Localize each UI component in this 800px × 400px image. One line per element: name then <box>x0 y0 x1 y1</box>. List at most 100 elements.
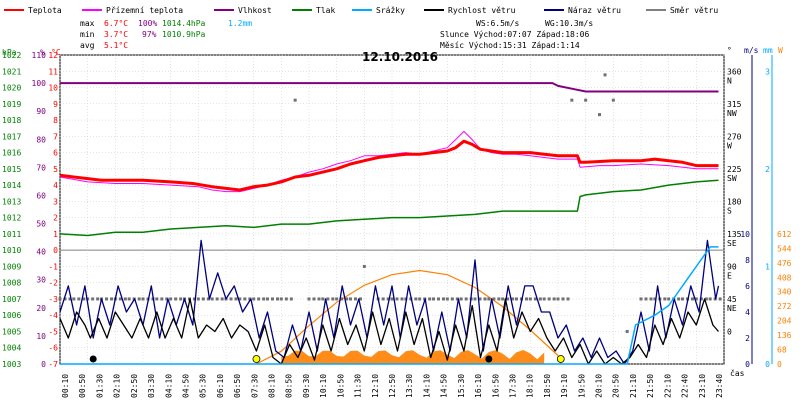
dir-point <box>414 297 418 301</box>
c-tick-label: 4 <box>53 181 58 190</box>
dir-point <box>174 297 178 301</box>
dir-point <box>525 297 528 301</box>
dir-point <box>478 297 482 301</box>
dir-point <box>72 297 76 301</box>
dir-point <box>307 297 311 301</box>
c-tick-label: 12 <box>48 51 58 60</box>
dir-point <box>437 297 440 301</box>
dir-point <box>473 297 477 301</box>
dir-point <box>362 264 366 268</box>
c-tick-label: -3 <box>48 295 58 304</box>
axis-w-label: W <box>778 46 783 55</box>
dir-point <box>238 297 242 301</box>
pct-tick-label: 50 <box>36 220 46 229</box>
w-tick-label: 340 <box>777 288 792 297</box>
dir-tick-label: 0 <box>727 327 732 336</box>
c-tick-label: -2 <box>48 279 58 288</box>
dir-point <box>271 297 274 301</box>
c-tick-label: 9 <box>53 100 58 109</box>
dir-point <box>445 297 449 301</box>
w-tick-label: 408 <box>777 273 792 282</box>
stats-min-hum: 97% <box>142 30 157 39</box>
c-tick-label: -1 <box>48 262 58 271</box>
x-tick-label: 14:10 <box>422 374 431 398</box>
x-tick-label: 06:50 <box>233 374 242 398</box>
dir-tick-label: 90 <box>727 262 737 271</box>
dir-point <box>459 297 463 301</box>
dir-point <box>105 297 108 301</box>
w-tick-label: 68 <box>777 346 787 355</box>
dir-tick-label: NW <box>727 109 737 118</box>
axis-c-label: °C <box>51 48 61 57</box>
dir-point <box>317 297 321 301</box>
x-tick-label: 22:10 <box>663 374 672 398</box>
dir-tick-label: S <box>727 206 732 215</box>
stats-moon: Měsíc Východ:15:31 Západ:1:14 <box>440 41 580 50</box>
x-tick-label: 19:50 <box>577 374 586 398</box>
ms-tick-label: 10 <box>740 230 750 239</box>
dir-point <box>252 297 256 301</box>
ms-tick-label: 0 <box>745 360 750 369</box>
x-tick-label: 21:50 <box>646 374 655 398</box>
dir-point <box>639 297 643 301</box>
x-tick-label: 02:50 <box>130 374 139 398</box>
hpa-tick-label: 1017 <box>2 132 21 141</box>
c-tick-label: -5 <box>48 327 58 336</box>
dir-point <box>77 297 81 301</box>
stats-max-label: max <box>80 19 95 28</box>
ms-tick-label: 6 <box>745 282 750 291</box>
stats-max-temp: 6.7°C <box>104 19 128 28</box>
pct-tick-label: 70 <box>36 163 46 172</box>
dir-point <box>704 297 708 301</box>
pct-tick-label: 0 <box>41 360 46 369</box>
dir-point <box>340 297 344 301</box>
dir-point <box>428 297 432 301</box>
dir-point <box>63 297 67 301</box>
stats-avg-temp: 5.1°C <box>104 41 128 50</box>
x-tick-label: 08:50 <box>285 374 294 398</box>
dir-point <box>110 297 113 301</box>
series-wind-speed <box>59 298 719 365</box>
hpa-tick-label: 1010 <box>2 246 21 255</box>
x-tick-label: 06:10 <box>216 374 225 398</box>
dir-point <box>127 297 131 301</box>
legend-label: Směr větru <box>670 6 718 15</box>
w-tick-label: 136 <box>777 331 792 340</box>
x-tick-label: 05:30 <box>199 374 208 398</box>
dir-point <box>506 297 510 301</box>
x-tick-label: 04:50 <box>181 374 190 398</box>
dir-point <box>418 297 422 301</box>
dir-point <box>681 297 684 301</box>
dir-point <box>220 297 224 301</box>
dir-point <box>492 297 496 301</box>
dir-point <box>284 297 288 301</box>
pct-tick-label: 90 <box>36 107 46 116</box>
w-tick-label: 476 <box>777 259 792 268</box>
dir-point <box>210 297 214 301</box>
sun-marker <box>252 355 261 363</box>
pct-tick-label: 100 <box>32 79 47 88</box>
dir-point <box>123 297 127 301</box>
x-tick-label: 16:10 <box>474 374 483 398</box>
dir-point <box>155 297 159 301</box>
dir-point <box>118 297 122 301</box>
x-tick-label: 10:50 <box>336 374 345 398</box>
x-tick-label: 03:30 <box>147 374 156 398</box>
legend-label: Přízemní teplota <box>106 6 183 15</box>
c-tick-label: 1 <box>53 230 58 239</box>
dir-point <box>552 297 556 301</box>
dir-point <box>68 297 72 301</box>
dir-point <box>58 297 62 301</box>
hpa-tick-label: 1014 <box>2 181 21 190</box>
stats-ws: WS:6.5m/s <box>476 19 520 28</box>
dir-point <box>349 297 352 301</box>
legend-label: Náraz větru <box>568 6 621 15</box>
x-tick-label: 12:10 <box>371 374 380 398</box>
dir-point <box>561 297 565 301</box>
x-tick-label: 02:10 <box>113 374 122 398</box>
dir-point <box>432 297 435 301</box>
dir-point <box>201 297 205 301</box>
stats-sun: Slunce Východ:07:07 Západ:18:06 <box>440 30 589 39</box>
c-tick-label: -7 <box>48 360 58 369</box>
dir-point <box>321 297 325 301</box>
